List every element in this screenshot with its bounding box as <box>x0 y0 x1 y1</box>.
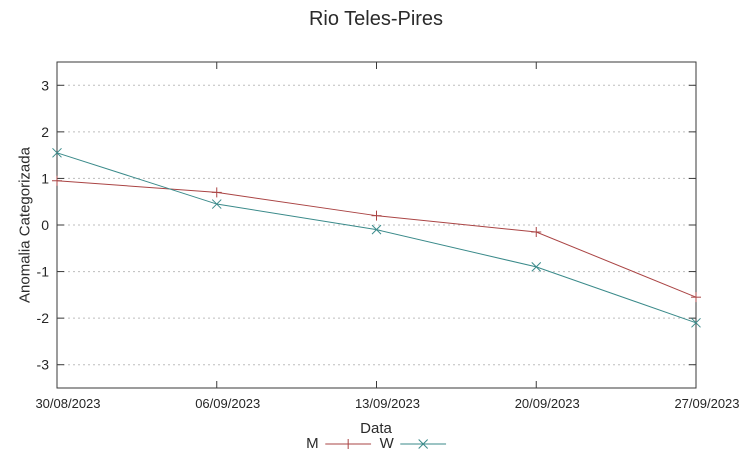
x-tick-label: 13/09/2023 <box>355 396 420 411</box>
x-tick-label: 20/09/2023 <box>515 396 580 411</box>
x-tick-label: 06/09/2023 <box>195 396 260 411</box>
legend-item-W: W <box>380 435 446 452</box>
x-tick-label: 27/09/2023 <box>674 396 739 411</box>
chart-title: Rio Teles-Pires <box>308 8 444 30</box>
x-tick-label: 30/08/2023 <box>35 396 100 411</box>
marker-cross-W <box>371 224 382 235</box>
series-line-W <box>56 152 697 324</box>
marker-cross-W <box>691 317 701 328</box>
plot-border <box>56 61 697 389</box>
marker-cross-W <box>52 147 62 158</box>
legend-sample-W <box>399 438 446 449</box>
legend-marker-W <box>417 438 428 449</box>
legend-sample-M <box>324 438 371 449</box>
legend-label-W: W <box>379 435 394 452</box>
legend-item-M: M <box>306 435 371 452</box>
y-tick-label: -3 <box>37 357 50 373</box>
series-line-M <box>56 180 697 298</box>
marker-cross-W <box>211 199 222 209</box>
x-axis-label: Data <box>360 420 392 437</box>
y-tick-label: 3 <box>41 77 49 93</box>
y-tick-label: 2 <box>41 124 49 140</box>
marker-cross-W <box>531 262 542 272</box>
y-tick-label: -1 <box>37 264 50 280</box>
y-tick-label: 1 <box>41 170 49 186</box>
y-tick-label: 0 <box>41 217 49 233</box>
legend-label-M: M <box>306 435 319 452</box>
y-tick-label: -2 <box>37 310 50 326</box>
